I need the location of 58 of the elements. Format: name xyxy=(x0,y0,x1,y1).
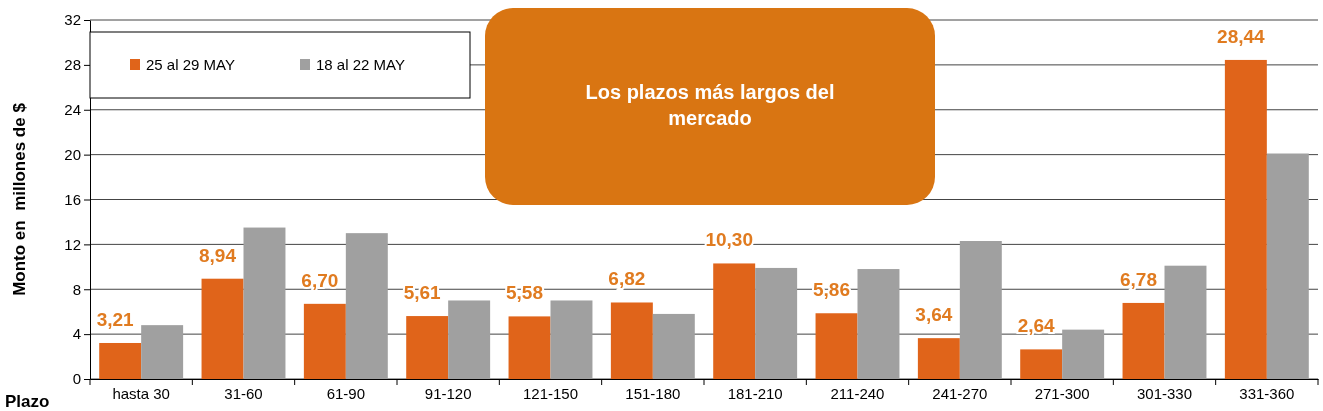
y-tick-label: 24 xyxy=(64,101,81,119)
x-tick-label: 331-360 xyxy=(1239,384,1295,402)
bar xyxy=(610,302,653,379)
y-tick-label: 4 xyxy=(72,325,81,343)
y-tick-label: 8 xyxy=(72,280,81,298)
data-label: 8,94 xyxy=(199,244,237,266)
y-tick-label: 20 xyxy=(64,145,81,163)
bar xyxy=(1224,59,1267,379)
bar xyxy=(857,269,900,379)
x-tick-label: 91-120 xyxy=(424,384,472,402)
x-tick-label: 211-240 xyxy=(830,384,885,402)
bar xyxy=(448,300,491,379)
x-tick-label: 271-300 xyxy=(1034,384,1090,402)
bar xyxy=(99,342,142,379)
bar xyxy=(303,303,346,379)
bar xyxy=(1122,302,1165,379)
legend-label: 18 al 22 MAY xyxy=(316,56,405,73)
x-tick-label: 61-90 xyxy=(326,384,366,402)
bar xyxy=(201,278,244,379)
bar xyxy=(1164,265,1207,379)
bar xyxy=(1062,329,1105,379)
bar xyxy=(141,325,184,379)
x-tick-label: 151-180 xyxy=(625,384,681,402)
data-label: 3,21 xyxy=(96,308,135,330)
data-label: 6,70 xyxy=(301,269,339,291)
bar xyxy=(550,300,593,379)
y-tick-label: 0 xyxy=(72,370,81,388)
bar xyxy=(815,313,858,379)
data-label: 2,64 xyxy=(1017,315,1056,337)
bar xyxy=(1020,349,1063,379)
y-axis-title: Monto en millones de $ xyxy=(10,102,29,296)
x-tick-label: 121-150 xyxy=(522,384,579,402)
bar xyxy=(406,316,449,379)
y-tick-label: 12 xyxy=(64,235,81,253)
y-tick-label: 28 xyxy=(64,56,81,74)
y-tick-label: 16 xyxy=(64,190,81,208)
data-label: 6,78 xyxy=(1120,268,1158,290)
y-tick-label: 32 xyxy=(64,11,81,29)
x-axis-title: Plazo xyxy=(5,392,50,411)
bar xyxy=(1266,153,1309,379)
x-tick-label: 241-270 xyxy=(932,384,988,402)
bar xyxy=(345,233,388,379)
bar xyxy=(917,338,960,379)
bar xyxy=(243,227,286,379)
x-tick-label: hasta 30 xyxy=(112,384,170,402)
legend-label: 25 al 29 MAY xyxy=(146,56,235,73)
data-label: 6,82 xyxy=(608,268,646,290)
data-label: 3,64 xyxy=(915,304,953,326)
x-tick-label: 31-60 xyxy=(224,384,263,402)
bar xyxy=(713,263,756,379)
annotation: Los plazos más largos del mercado xyxy=(585,81,835,129)
x-tick-label: 301-330 xyxy=(1136,384,1193,402)
bar xyxy=(508,316,551,379)
bar xyxy=(959,241,1002,379)
x-tick-label: 181-210 xyxy=(727,384,783,402)
bar xyxy=(652,313,695,379)
data-label: 28,44 xyxy=(1217,25,1266,47)
bar xyxy=(755,267,798,379)
